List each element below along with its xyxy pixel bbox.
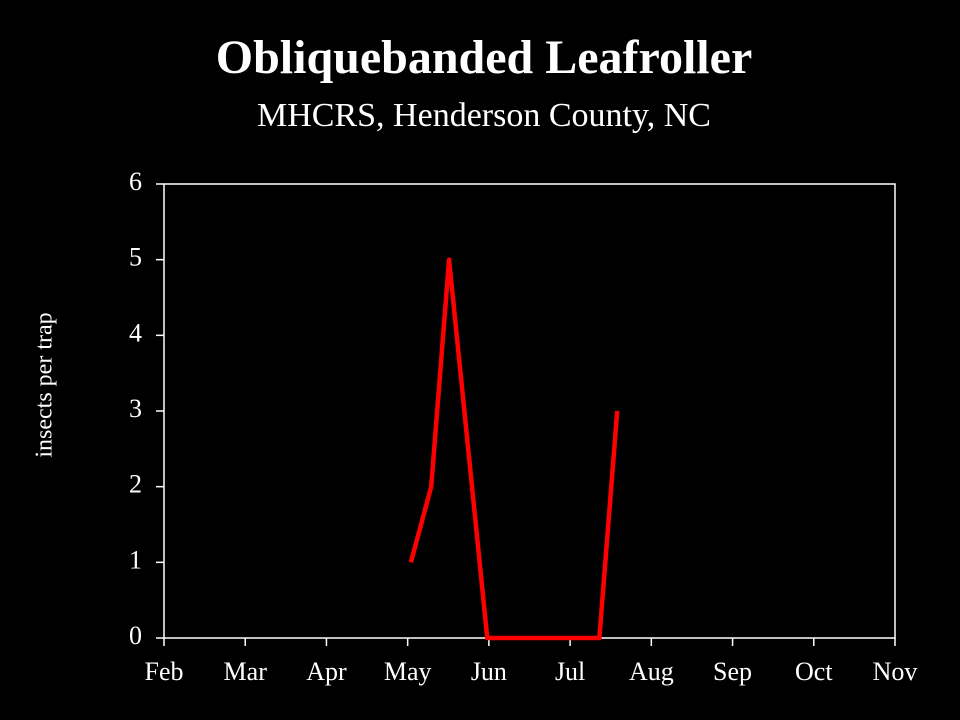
y-tick-label: 5 xyxy=(129,243,142,272)
y-tick-label: 1 xyxy=(129,545,142,574)
x-tick-label: Feb xyxy=(145,657,184,686)
x-tick-label: Jun xyxy=(471,657,507,686)
y-axis-label: insects per trap xyxy=(32,312,58,457)
y-tick-label: 3 xyxy=(129,394,142,423)
y-tick-label: 6 xyxy=(129,167,142,196)
x-tick-label: Jul xyxy=(555,657,585,686)
y-tick-label: 2 xyxy=(129,470,142,499)
chart-title: Obliquebanded Leafroller xyxy=(216,31,753,84)
x-tick-label: Sep xyxy=(713,657,752,686)
x-tick-label: Mar xyxy=(224,657,268,686)
chart-subtitle: MHCRS, Henderson County, NC xyxy=(257,97,711,134)
data-line xyxy=(408,257,620,641)
y-tick-label: 0 xyxy=(129,621,142,650)
x-tick-label: Nov xyxy=(873,657,918,686)
y-tick-label: 4 xyxy=(129,318,142,347)
x-tick-label: May xyxy=(384,657,432,686)
x-tick-label: Aug xyxy=(629,657,674,686)
x-tick-label: Apr xyxy=(306,657,347,686)
x-tick-label: Oct xyxy=(795,657,833,686)
